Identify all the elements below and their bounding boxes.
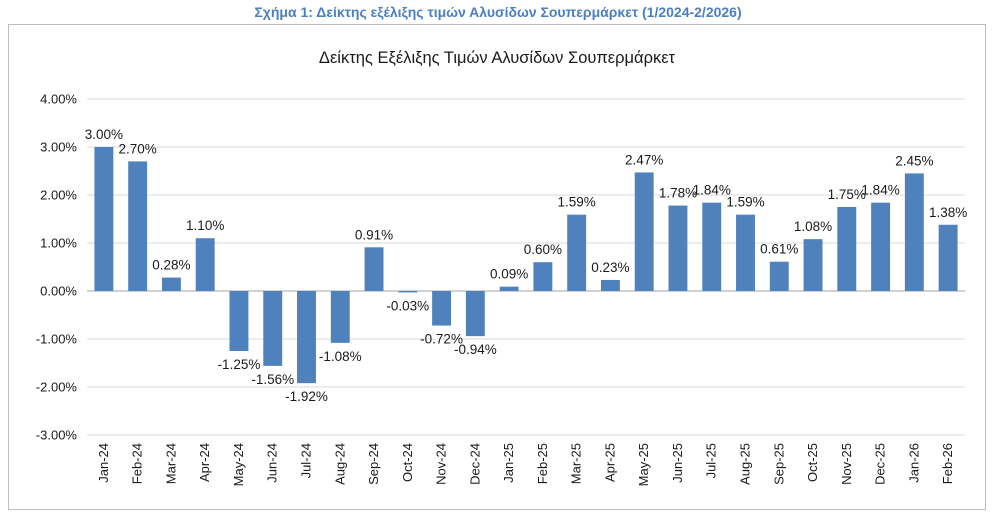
x-tick-label: Oct-25 xyxy=(805,443,820,482)
data-label: -1.08% xyxy=(319,349,362,364)
y-tick-label: 1.00% xyxy=(40,236,77,251)
x-tick-label: Apr-24 xyxy=(197,443,212,482)
data-label: 1.59% xyxy=(558,195,596,210)
bar xyxy=(634,172,654,291)
x-tick-label: Aug-24 xyxy=(332,443,347,485)
bar xyxy=(128,161,148,291)
data-label: 2.47% xyxy=(625,152,663,167)
bar xyxy=(871,202,891,291)
data-label: 2.70% xyxy=(119,141,157,156)
data-label: -0.03% xyxy=(386,298,429,313)
x-tick-label: Jan-25 xyxy=(501,443,516,483)
bar xyxy=(837,207,857,291)
x-tick-label: Jul-24 xyxy=(299,443,314,478)
x-tick-label: Nov-25 xyxy=(839,443,854,485)
bar xyxy=(533,262,553,291)
x-tick-label: May-24 xyxy=(231,443,246,486)
x-tick-label: Apr-25 xyxy=(602,443,617,482)
y-tick-label: 2.00% xyxy=(40,188,77,203)
bars xyxy=(94,147,958,384)
bar xyxy=(769,261,789,291)
bar xyxy=(330,291,350,343)
bar xyxy=(364,247,384,291)
data-label: 0.91% xyxy=(355,227,393,242)
x-tick-label: Aug-25 xyxy=(738,443,753,485)
y-tick-label: -1.00% xyxy=(36,332,78,347)
bar xyxy=(938,224,958,291)
bar xyxy=(803,239,823,291)
bar xyxy=(702,202,722,291)
y-axis-tick-labels: 4.00% 3.00% 2.00% 1.00% 0.00% -1.00% -2.00% -3.… xyxy=(36,92,78,443)
y-tick-label: -3.00% xyxy=(36,428,78,443)
chart-frame: Δείκτης Εξέλιξης Τιμών Αλυσίδων Σουπερμά… xyxy=(8,24,986,510)
bar xyxy=(904,173,924,291)
data-label: 1.84% xyxy=(693,183,731,198)
x-tick-label: Jun-24 xyxy=(265,443,280,483)
y-tick-label: 4.00% xyxy=(40,92,77,107)
x-tick-label: Mar-25 xyxy=(569,443,584,484)
x-tick-label: May-25 xyxy=(636,443,651,486)
bar xyxy=(161,277,181,291)
data-label: 1.59% xyxy=(726,195,764,210)
bar xyxy=(736,214,755,291)
x-tick-label: Nov-24 xyxy=(434,443,449,485)
x-tick-label: Dec-25 xyxy=(873,443,888,485)
x-tick-label: Sep-24 xyxy=(366,443,381,485)
data-labels: 3.00%2.70% 0.28% 1.10% -1.25%-1.56% -1.92% -1… xyxy=(85,127,968,404)
bar xyxy=(398,291,418,293)
data-label: 0.61% xyxy=(760,242,798,257)
data-label: -0.72% xyxy=(420,332,463,347)
x-tick-label: Mar-24 xyxy=(163,443,178,484)
bar xyxy=(229,291,249,351)
x-axis-tick-labels: Jan-24 Feb-24 Mar-24 Apr-24 May-24 Jun-24 Jul-… xyxy=(96,443,955,486)
data-label: 0.23% xyxy=(591,260,629,275)
bar xyxy=(567,214,587,291)
y-tick-label: -2.00% xyxy=(36,380,78,395)
x-tick-label: Feb-26 xyxy=(940,443,955,484)
x-tick-label: Sep-25 xyxy=(771,443,786,485)
figure-caption: Σχήμα 1: Δείκτης εξέλιξης τιμών Αλυσίδων… xyxy=(254,4,742,20)
x-tick-label: Jan-26 xyxy=(906,443,921,483)
data-label: 1.08% xyxy=(794,219,832,234)
bar xyxy=(195,238,215,291)
data-label: 0.60% xyxy=(524,242,562,257)
data-label: -1.92% xyxy=(285,389,328,404)
x-tick-label: Feb-24 xyxy=(130,443,145,484)
data-label: 0.28% xyxy=(152,258,190,273)
y-tick-label: 3.00% xyxy=(40,140,77,155)
bar xyxy=(94,147,114,291)
x-tick-label: Jan-24 xyxy=(96,443,111,483)
data-label: -1.56% xyxy=(251,372,294,387)
x-tick-label: Jun-25 xyxy=(670,443,685,483)
bar xyxy=(297,291,316,384)
chart-title: Δείκτης Εξέλιξης Τιμών Αλυσίδων Σουπερμά… xyxy=(319,49,676,67)
y-tick-label: 0.00% xyxy=(40,284,77,299)
x-tick-label: Oct-24 xyxy=(400,443,415,482)
bar-chart: Δείκτης Εξέλιξης Τιμών Αλυσίδων Σουπερμά… xyxy=(36,49,968,486)
bar xyxy=(465,291,485,337)
x-tick-label: Dec-24 xyxy=(467,443,482,485)
x-tick-label: Jul-25 xyxy=(704,443,719,478)
data-label: 1.78% xyxy=(659,186,697,201)
bar xyxy=(263,291,283,366)
data-label: -0.94% xyxy=(454,342,497,357)
data-label: 1.75% xyxy=(828,187,866,202)
x-tick-label: Feb-25 xyxy=(535,443,550,484)
bar xyxy=(432,291,452,326)
data-label: 1.84% xyxy=(861,183,899,198)
data-label: 0.09% xyxy=(490,267,528,282)
data-label: 1.10% xyxy=(186,218,224,233)
data-label: 1.38% xyxy=(929,205,967,220)
data-label: 3.00% xyxy=(85,127,123,142)
bar xyxy=(668,205,688,291)
bar xyxy=(499,286,519,291)
data-label: 2.45% xyxy=(895,153,933,168)
bar xyxy=(600,279,620,291)
data-label: -1.25% xyxy=(218,357,261,372)
